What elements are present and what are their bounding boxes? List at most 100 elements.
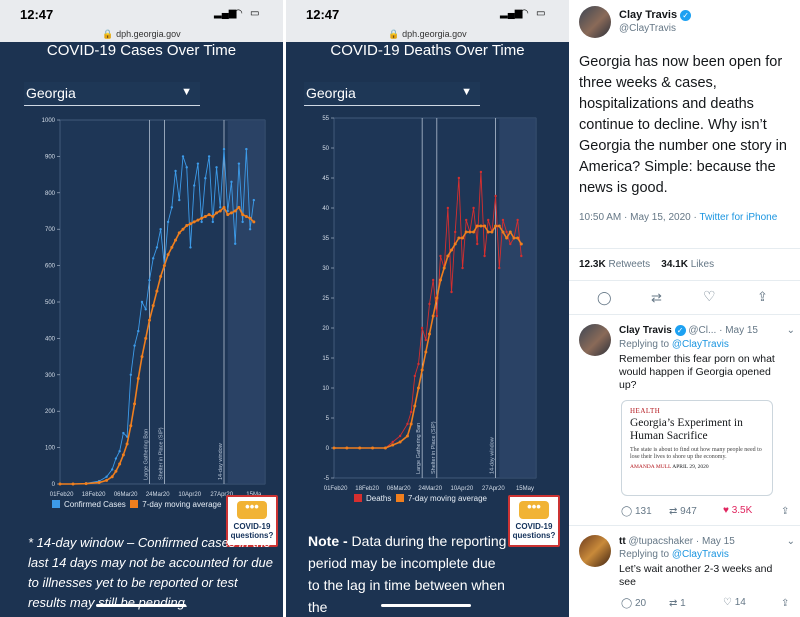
author-handle[interactable]: @ClayTravis bbox=[619, 23, 677, 34]
data-point bbox=[230, 180, 233, 184]
data-point bbox=[211, 220, 215, 224]
average-point bbox=[519, 242, 523, 246]
like-count[interactable]: 34.1K bbox=[661, 259, 688, 270]
average-point bbox=[457, 236, 461, 240]
data-point bbox=[200, 220, 203, 224]
data-point bbox=[226, 209, 229, 213]
state-dropdown[interactable]: Georgia ▼ bbox=[304, 82, 480, 106]
url-bar[interactable]: 🔒 dph.georgia.gov bbox=[286, 28, 569, 42]
y-tick-label: 1000 bbox=[42, 118, 56, 124]
signal-icon: ▂▄▆ bbox=[500, 8, 523, 19]
share-icon[interactable]: ⇪ bbox=[781, 598, 790, 609]
reply-author[interactable]: tt bbox=[619, 536, 626, 547]
reply-count: 20 bbox=[634, 598, 647, 609]
chevron-down-icon[interactable]: ⌄ bbox=[786, 325, 795, 336]
retweet-action[interactable]: ⇄ 947 bbox=[669, 506, 697, 517]
average-point bbox=[405, 434, 409, 438]
avatar[interactable] bbox=[579, 324, 611, 356]
share-icon[interactable]: ⇪ bbox=[781, 506, 790, 517]
data-point bbox=[417, 362, 420, 366]
average-point bbox=[409, 422, 413, 426]
reply-date[interactable]: · May 15 bbox=[719, 325, 758, 337]
data-point bbox=[105, 475, 108, 478]
data-point bbox=[237, 162, 241, 165]
data-point bbox=[501, 218, 505, 222]
article-card[interactable]: HEALTH Georgia’s Experiment in Human Sac… bbox=[621, 400, 773, 496]
average-point bbox=[105, 478, 109, 482]
legend-item: 7-day moving average bbox=[130, 500, 221, 509]
reply-action[interactable]: ◯ 20 bbox=[621, 598, 646, 609]
y-tick-label: 600 bbox=[45, 264, 56, 270]
data-point bbox=[159, 228, 162, 231]
covid-questions-button[interactable]: ••• COVID-19 questions? bbox=[508, 495, 560, 547]
covid-questions-button[interactable]: ••• COVID-19 questions? bbox=[226, 495, 278, 547]
card-date: APRIL 29, 2020 bbox=[672, 464, 709, 470]
average-point bbox=[461, 236, 465, 240]
like-action[interactable]: ♡ 14 bbox=[723, 597, 746, 608]
retweet-count[interactable]: 12.3K bbox=[579, 259, 606, 270]
average-point bbox=[244, 214, 248, 218]
state-dropdown[interactable]: Georgia ▼ bbox=[24, 82, 200, 106]
tweet-text: Georgia has now been open for three week… bbox=[579, 54, 787, 196]
average-point bbox=[398, 440, 402, 444]
cases-phone-screen: 12:47 ▂▄▆ ◠ ▭ 🔒 dph.georgia.gov COVID-19… bbox=[0, 0, 283, 617]
data-point bbox=[118, 450, 121, 453]
reply-author[interactable]: Clay Travis bbox=[619, 325, 672, 337]
reply-action[interactable]: ◯ 131 bbox=[621, 506, 652, 517]
average-point bbox=[136, 376, 140, 380]
y-tick-label: 35 bbox=[322, 236, 329, 242]
share-icon[interactable]: ⇪ bbox=[757, 289, 768, 304]
data-point bbox=[398, 434, 402, 438]
average-point bbox=[222, 205, 226, 209]
chevron-down-icon: ▼ bbox=[181, 86, 192, 98]
retweet-action[interactable]: ⇄ 1 bbox=[669, 598, 686, 609]
average-point bbox=[118, 462, 122, 466]
tweet-source[interactable]: Twitter for iPhone bbox=[699, 212, 778, 223]
tweet-meta: 10:50 AM · May 15, 2020 · Twitter for iP… bbox=[579, 212, 778, 223]
twitter-thread: Clay Travis ✓ @ClayTravis Georgia has no… bbox=[569, 0, 800, 617]
data-point bbox=[498, 266, 501, 270]
reply-handle[interactable]: @Cl... bbox=[688, 325, 717, 337]
reply-text: Let’s wait another 2-3 weeks and see bbox=[619, 563, 773, 588]
reply-handle[interactable]: @tupacshaker bbox=[628, 536, 694, 547]
reply-icon[interactable]: ◯ bbox=[597, 290, 612, 305]
average-point bbox=[185, 224, 189, 228]
avatar[interactable] bbox=[579, 6, 611, 38]
y-tick-label: 200 bbox=[45, 409, 56, 415]
replying-to-handle[interactable]: @ClayTravis bbox=[671, 339, 729, 350]
y-tick-label: 20 bbox=[322, 326, 329, 332]
signal-icon: ▂▄▆ bbox=[214, 8, 237, 19]
data-point bbox=[424, 338, 428, 342]
data-point bbox=[431, 278, 435, 282]
deaths-phone-screen: 12:47 ▂▄▆ ◠ ▭ 🔒 dph.georgia.gov COVID-19… bbox=[286, 0, 569, 617]
tweet-author[interactable]: Clay Travis ✓ bbox=[619, 9, 692, 21]
y-tick-label: 40 bbox=[322, 206, 329, 212]
average-point bbox=[121, 453, 125, 457]
data-point bbox=[174, 169, 177, 173]
average-point bbox=[241, 213, 245, 217]
average-point bbox=[371, 446, 375, 450]
reply-date[interactable]: · May 15 bbox=[695, 536, 735, 547]
chevron-down-icon[interactable]: ⌄ bbox=[786, 536, 795, 547]
battery-icon: ▭ bbox=[250, 8, 260, 19]
data-point bbox=[516, 218, 519, 222]
tweet-timestamp[interactable]: 10:50 AM · May 15, 2020 bbox=[579, 212, 691, 223]
like-icon[interactable]: ♡ bbox=[703, 288, 716, 304]
like-action[interactable]: ♥ 3.5K bbox=[723, 505, 752, 516]
average-point bbox=[475, 224, 479, 228]
avatar[interactable] bbox=[579, 535, 611, 567]
data-point bbox=[148, 278, 151, 282]
average-point bbox=[486, 230, 490, 234]
replying-to-handle[interactable]: @ClayTravis bbox=[671, 549, 729, 560]
average-point bbox=[166, 253, 170, 257]
chart-title: COVID-19 Deaths Over Time bbox=[330, 42, 525, 59]
chat-bubble-icon: ••• bbox=[519, 500, 549, 519]
divider bbox=[569, 525, 800, 526]
data-point bbox=[122, 431, 125, 435]
average-point bbox=[71, 482, 75, 486]
retweet-icon[interactable]: ⇄ bbox=[651, 290, 662, 305]
url-bar[interactable]: 🔒 dph.georgia.gov bbox=[0, 28, 283, 42]
tweet-stats: 12.3K Retweets 34.1K Likes bbox=[579, 259, 714, 270]
data-point bbox=[189, 246, 192, 249]
data-point bbox=[185, 166, 188, 169]
